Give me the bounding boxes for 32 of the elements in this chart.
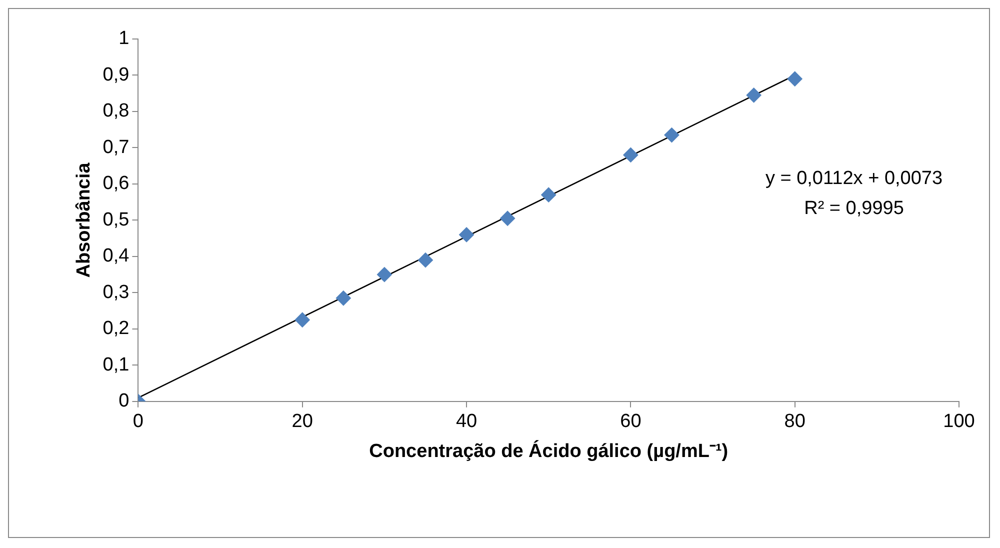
y-tick-label: 1 <box>118 28 130 50</box>
x-tick-label: 0 <box>132 411 144 432</box>
point <box>623 147 638 162</box>
x-tick-label: 100 <box>943 411 975 432</box>
y-tick-label: 0,1 <box>102 354 130 376</box>
point <box>746 88 762 103</box>
y-tick-label: 0 <box>118 390 130 412</box>
point <box>787 71 802 86</box>
point <box>418 252 433 268</box>
x-tick-label: 40 <box>456 411 478 432</box>
point <box>459 227 474 242</box>
y-tick-label: 0,4 <box>102 246 130 267</box>
y-tick-label: 0,2 <box>102 318 130 340</box>
y-tick-label: 0,6 <box>102 173 130 194</box>
y-tick-label: 0,8 <box>102 100 130 122</box>
point <box>664 128 680 143</box>
x-tick-label: 60 <box>620 411 642 432</box>
y-tick-label: 0,7 <box>102 136 130 158</box>
x-tick-label: 20 <box>292 411 313 432</box>
point <box>500 210 516 226</box>
y-tick-label: 0,9 <box>102 64 130 86</box>
y-axis-title: Absorbância <box>74 162 95 278</box>
point <box>294 312 310 328</box>
point <box>336 290 351 306</box>
y-tick-label: 0,3 <box>102 282 130 303</box>
x-axis-title: Concentração de Ácido gálico (µg/mL⁻¹) <box>369 440 728 462</box>
x-tick-label: 80 <box>784 411 806 432</box>
point <box>376 267 392 282</box>
y-tick-label: 0,5 <box>102 209 130 230</box>
annotation: R² = 0,9995 <box>804 198 904 219</box>
annotation: y = 0,0112x + 0,0073 <box>765 168 943 189</box>
point <box>541 187 556 202</box>
